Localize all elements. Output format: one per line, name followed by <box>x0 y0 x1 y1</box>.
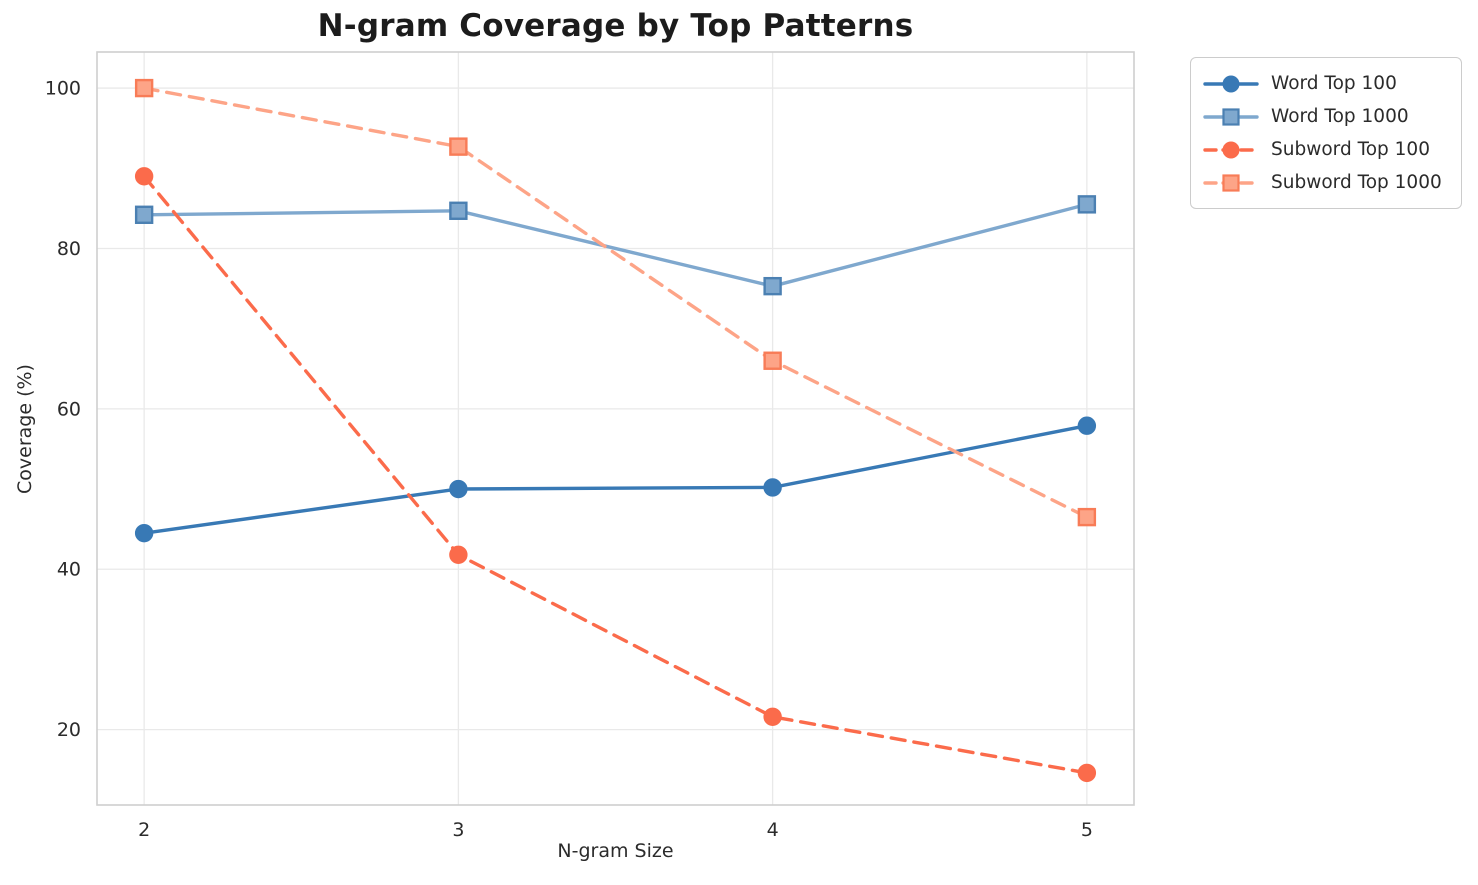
data-point-3 <box>449 137 468 156</box>
legend-sample-word-top-100 <box>1203 75 1259 92</box>
x-tick-label: 5 <box>1081 819 1093 841</box>
y-tick-label: 60 <box>57 398 81 420</box>
y-tick-label: 100 <box>45 78 81 100</box>
legend: Word Top 100 Word Top 1000 Subword Top 1… <box>1190 57 1462 209</box>
x-tick-label: 3 <box>452 819 464 841</box>
data-point-2 <box>449 545 468 565</box>
series-line-1 <box>142 202 1089 288</box>
y-axis-label: Coverage (%) <box>14 364 36 494</box>
legend-marker-square-icon <box>1222 173 1240 192</box>
series-line-2 <box>142 174 1089 775</box>
data-point-1 <box>134 205 154 224</box>
legend-label: Subword Top 100 <box>1271 139 1430 160</box>
y-tick-label: 20 <box>57 719 81 741</box>
legend-sample-subword-top-100 <box>1203 141 1259 158</box>
x-tick-label: 4 <box>767 819 779 841</box>
series-line-3 <box>142 86 1089 519</box>
legend-item-word-top-100: Word Top 100 <box>1203 67 1449 100</box>
legend-label: Word Top 100 <box>1271 73 1397 94</box>
data-point-2 <box>1077 763 1097 783</box>
data-point-3 <box>763 351 782 370</box>
series-line-0 <box>142 424 1089 535</box>
legend-item-subword-top-1000: Subword Top 1000 <box>1203 166 1449 199</box>
data-point-2 <box>763 707 782 726</box>
data-point-3 <box>134 78 154 98</box>
legend-marker-square-icon <box>1222 107 1240 126</box>
chart-title: N-gram Coverage by Top Patterns <box>317 8 914 44</box>
legend-marker-circle-icon <box>1222 141 1240 158</box>
x-axis-label: N-gram Size <box>557 840 674 862</box>
data-point-1 <box>1077 195 1097 214</box>
y-tick-label: 40 <box>57 559 81 581</box>
data-point-3 <box>1077 507 1097 527</box>
plot-border <box>96 51 1135 806</box>
legend-marker-circle-icon <box>1222 75 1240 92</box>
data-point-0 <box>1077 416 1097 435</box>
legend-sample-word-top-1000 <box>1203 107 1259 126</box>
legend-item-word-top-1000: Word Top 1000 <box>1203 100 1449 133</box>
data-point-0 <box>134 523 154 543</box>
data-point-0 <box>763 478 782 497</box>
data-point-0 <box>449 479 468 499</box>
y-tick-label: 80 <box>57 238 81 260</box>
data-point-1 <box>763 276 782 296</box>
legend-label: Word Top 1000 <box>1271 106 1409 127</box>
data-point-1 <box>449 201 468 220</box>
data-point-2 <box>134 167 154 186</box>
legend-sample-subword-top-1000 <box>1203 173 1259 192</box>
x-tick-label: 2 <box>138 819 150 841</box>
legend-item-subword-top-100: Subword Top 100 <box>1203 133 1449 166</box>
legend-label: Subword Top 1000 <box>1271 172 1442 193</box>
